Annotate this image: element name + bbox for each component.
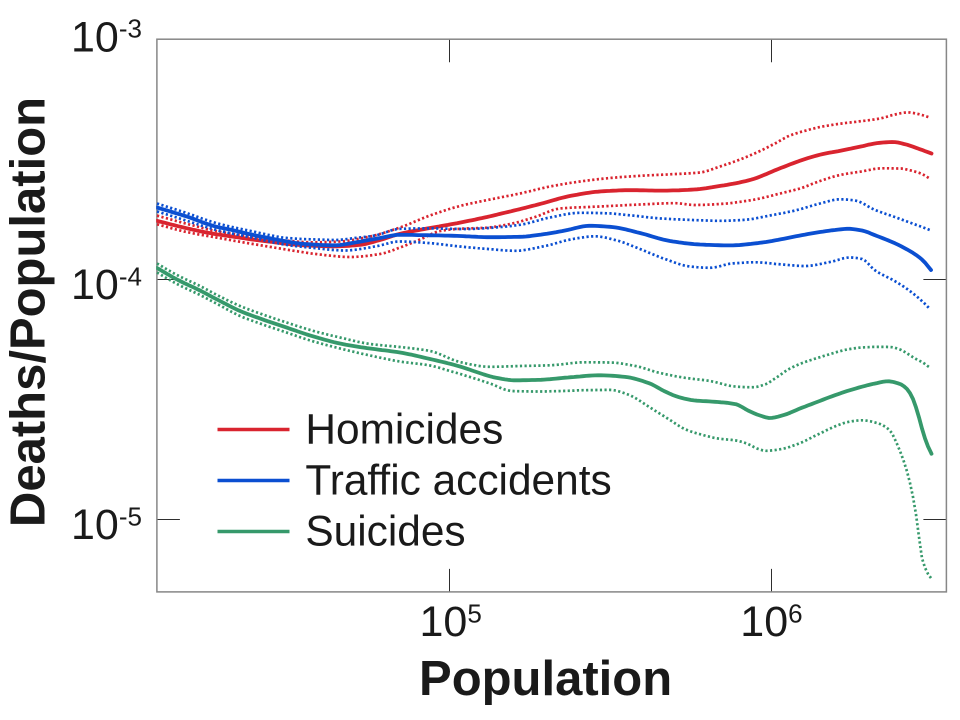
svg-text:Homicides: Homicides	[305, 405, 503, 452]
svg-text:Population: Population	[419, 652, 672, 706]
svg-text:10-3: 10-3	[71, 14, 142, 62]
svg-text:Deaths/Population: Deaths/Population	[2, 97, 56, 527]
svg-text:Suicides: Suicides	[305, 507, 465, 554]
svg-text:105: 105	[420, 598, 482, 646]
svg-text:Traffic accidents: Traffic accidents	[305, 456, 611, 503]
